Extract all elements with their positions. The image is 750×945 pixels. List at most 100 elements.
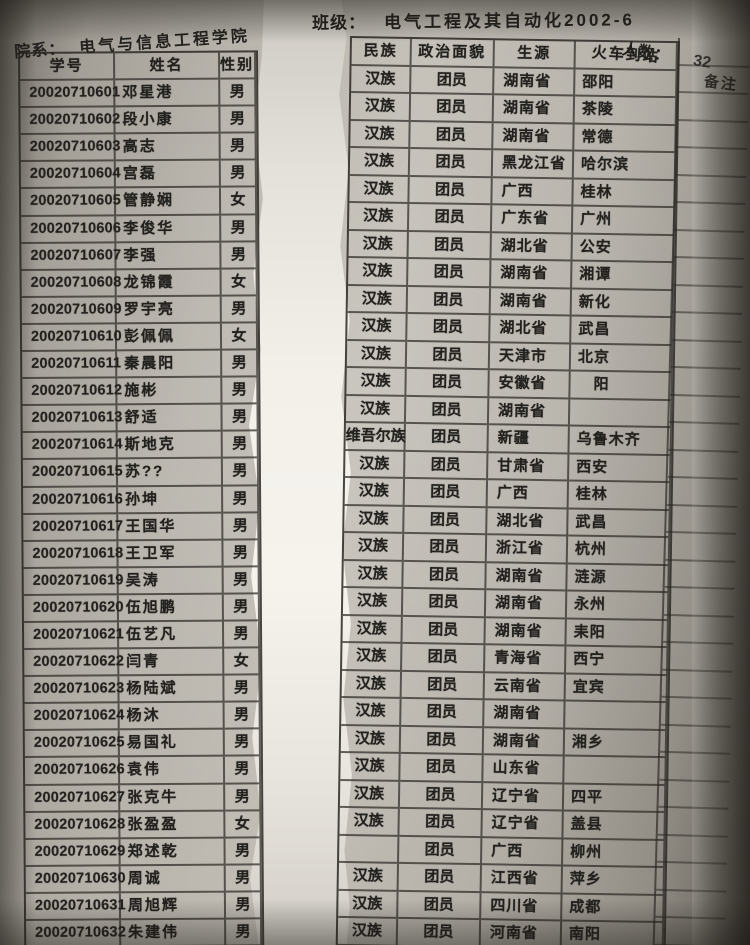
cell-gender: 男 bbox=[222, 377, 259, 405]
cell-gender: 男 bbox=[223, 485, 260, 514]
cell-id: 20020710604 bbox=[20, 161, 121, 190]
remarks-cell bbox=[661, 670, 733, 700]
remarks-cell bbox=[676, 148, 747, 178]
cell-id: 20020710612 bbox=[22, 378, 122, 407]
cell-political: 团员 bbox=[409, 176, 493, 206]
cell-gender: 男 bbox=[223, 512, 260, 541]
cell-id: 20020710613 bbox=[22, 405, 123, 434]
cell-gender: 男 bbox=[225, 838, 262, 866]
remarks-cell bbox=[662, 642, 734, 673]
cell-origin: 青海省 bbox=[485, 645, 567, 674]
cell-origin: 云南省 bbox=[484, 672, 567, 702]
cell-ethnicity: 汉族 bbox=[344, 477, 406, 507]
cell-gender: 男 bbox=[224, 756, 262, 785]
cell-gender: 女 bbox=[224, 648, 261, 676]
cell-gender: 男 bbox=[220, 133, 257, 161]
cell-name: 张盈盈 bbox=[120, 811, 226, 840]
cell-origin: 河南省 bbox=[480, 920, 563, 945]
cell-origin: 湖南省 bbox=[488, 397, 571, 427]
cell-id: 20020710625 bbox=[24, 730, 125, 759]
cell-id: 20020710620 bbox=[23, 595, 124, 623]
cell-ethnicity: 汉族 bbox=[340, 752, 401, 782]
cell-id: 20020710611 bbox=[22, 351, 121, 380]
cell-gender: 男 bbox=[223, 540, 260, 568]
cell-station: 武昌 bbox=[568, 508, 671, 539]
remarks-cell bbox=[657, 807, 729, 838]
cell-ethnicity: 汉族 bbox=[347, 285, 409, 314]
cell-ethnicity: 汉族 bbox=[346, 367, 407, 397]
cell-ethnicity: 汉族 bbox=[342, 642, 403, 672]
cell-name: 王国华 bbox=[118, 513, 224, 541]
cell-id: 20020710618 bbox=[23, 540, 123, 569]
remarks-cell bbox=[663, 587, 735, 618]
cell-political: 团员 bbox=[397, 918, 482, 945]
cell-name: 杨沐 bbox=[119, 702, 225, 731]
cell-name: 王卫军 bbox=[118, 540, 224, 569]
cell-name: 彭佩佩 bbox=[116, 323, 223, 352]
cell-gender: 男 bbox=[224, 729, 261, 758]
cell-name: 斯地克 bbox=[117, 431, 223, 460]
cell-id: 20020710629 bbox=[25, 839, 126, 867]
cell-origin: 天津市 bbox=[489, 342, 572, 372]
cell-id: 20020710608 bbox=[21, 270, 122, 298]
cell-origin: 甘肃省 bbox=[488, 452, 570, 482]
cell-ethnicity: 汉族 bbox=[349, 175, 410, 204]
cell-gender: 女 bbox=[221, 323, 259, 351]
cell-political: 团员 bbox=[402, 616, 486, 646]
cell-origin: 浙江省 bbox=[486, 535, 569, 564]
cell-ethnicity: 汉族 bbox=[345, 450, 406, 479]
cell-political: 团员 bbox=[407, 313, 491, 343]
cell-id: 20020710609 bbox=[21, 297, 122, 325]
cell-name: 邓星港 bbox=[115, 79, 221, 108]
cell-gender: 男 bbox=[222, 350, 259, 378]
cell-station: 成都 bbox=[562, 893, 665, 924]
cell-origin: 辽宁省 bbox=[482, 810, 564, 839]
cell-political: 团员 bbox=[402, 643, 486, 673]
cell-name: 朱建伟 bbox=[121, 919, 227, 945]
cell-station: 杭州 bbox=[567, 536, 671, 566]
cell-id: 20020710615 bbox=[22, 459, 123, 488]
cell-ethnicity: 汉族 bbox=[337, 917, 399, 945]
remarks-cell bbox=[671, 312, 743, 343]
cell-political: 团员 bbox=[402, 588, 487, 618]
cell-political: 团员 bbox=[404, 506, 488, 536]
cell-ethnicity: 汉族 bbox=[338, 862, 400, 892]
cell-origin: 湖南省 bbox=[493, 95, 576, 125]
cell-name: 管静娴 bbox=[115, 188, 222, 216]
remarks-cell bbox=[668, 422, 740, 453]
cell-ethnicity: 汉族 bbox=[343, 532, 405, 562]
cell-ethnicity: 汉族 bbox=[348, 203, 410, 232]
cell-gender: 男 bbox=[222, 458, 260, 487]
cell-political: 团员 bbox=[405, 396, 490, 426]
cell-name: 宫磊 bbox=[115, 160, 221, 189]
cell-origin: 新疆 bbox=[488, 425, 570, 454]
cell-gender: 男 bbox=[221, 214, 258, 243]
cell-gender: 女 bbox=[221, 269, 258, 297]
remarks-cell bbox=[672, 285, 744, 315]
column-header-name: 姓名 bbox=[115, 52, 221, 81]
cell-gender: 男 bbox=[220, 160, 257, 189]
cell-ethnicity: 汉族 bbox=[338, 890, 399, 919]
cell-id: 20020710602 bbox=[20, 107, 120, 136]
cell-id: 20020710605 bbox=[20, 188, 121, 217]
cell-id: 20020710626 bbox=[24, 757, 125, 786]
cell-origin: 湖北省 bbox=[487, 507, 569, 537]
cell-ethnicity bbox=[339, 835, 400, 864]
class-header: 班级： 电气工程及其自动化2002-6 bbox=[312, 5, 635, 33]
cell-station: 西安 bbox=[569, 453, 672, 484]
cell-origin: 广西 bbox=[481, 837, 564, 867]
cell-origin: 湖北省 bbox=[491, 232, 573, 262]
cell-id: 20020710610 bbox=[21, 324, 122, 353]
cell-station: 北京 bbox=[570, 344, 674, 374]
class-label: 班级： bbox=[311, 13, 367, 33]
cell-gender: 男 bbox=[223, 621, 261, 649]
cell-gender: 男 bbox=[223, 594, 260, 622]
cell-ethnicity: 汉族 bbox=[351, 65, 412, 94]
cell-origin: 湖南省 bbox=[485, 617, 567, 647]
cell-name: 易国礼 bbox=[119, 729, 225, 758]
cell-station: 阳 bbox=[570, 371, 673, 401]
remarks-cell bbox=[666, 477, 738, 508]
cell-political: 团员 bbox=[400, 726, 485, 756]
remarks-cell bbox=[656, 835, 728, 865]
cell-station: 柳州 bbox=[562, 838, 666, 869]
